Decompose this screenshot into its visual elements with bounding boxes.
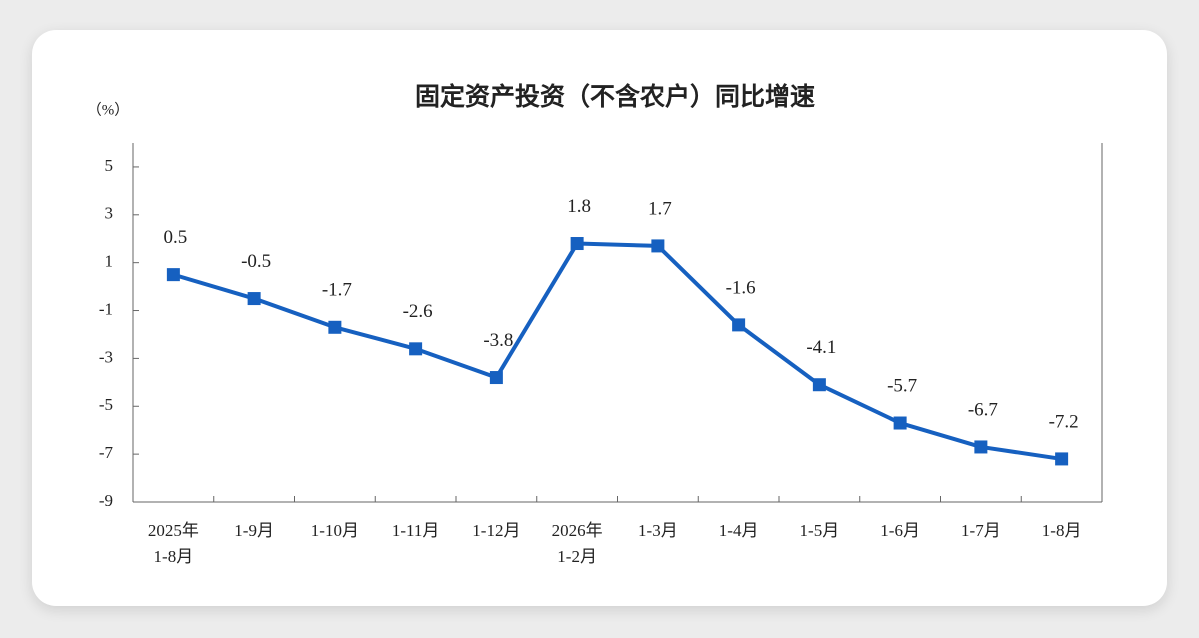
x-tick-label: 1-6月 — [880, 521, 920, 540]
data-label: 1.8 — [567, 196, 591, 217]
y-tick-label: -1 — [99, 299, 113, 318]
data-label: -4.1 — [806, 337, 836, 358]
marker — [409, 342, 423, 356]
x-tick-label-line: 2025年 — [148, 521, 199, 540]
x-tick-label-line: 2026年 — [552, 521, 603, 540]
x-tick-label-line: 1-2月 — [557, 547, 597, 566]
marker — [974, 440, 988, 454]
data-label: -6.7 — [968, 399, 998, 420]
x-tick-label: 1-4月 — [719, 521, 759, 540]
x-tick-label: 1-3月 — [638, 521, 678, 540]
data-label: -1.6 — [726, 277, 756, 298]
y-tick-label: -9 — [99, 491, 113, 510]
y-tick-label: 3 — [105, 204, 114, 223]
y-tick-label: 5 — [105, 156, 114, 175]
x-tick-label-line: 1-8月 — [154, 547, 194, 566]
marker — [489, 371, 503, 385]
data-label: -3.8 — [483, 330, 513, 351]
x-tick-label: 1-8月 — [1042, 521, 1082, 540]
x-tick-label: 1-12月 — [472, 521, 520, 540]
y-tick-label: -7 — [99, 443, 114, 462]
x-tick-label: 1-9月 — [234, 521, 274, 540]
card — [32, 30, 1167, 606]
marker — [166, 268, 180, 282]
x-tick-label: 1-10月 — [311, 521, 359, 540]
data-label: -5.7 — [887, 375, 917, 396]
x-tick-label: 1-7月 — [961, 521, 1001, 540]
x-tick-label: 1-11月 — [392, 521, 440, 540]
y-tick-label: -5 — [99, 395, 113, 414]
marker — [732, 318, 746, 332]
data-label: -2.6 — [403, 301, 433, 322]
marker — [328, 320, 342, 334]
marker — [893, 416, 907, 430]
data-label: -1.7 — [322, 280, 352, 301]
marker — [1055, 452, 1069, 466]
marker — [570, 237, 584, 251]
x-tick-label: 2025年 1-8月 — [148, 521, 199, 566]
chart-title: 固定资产投资（不含农户）同比增速 — [415, 82, 815, 111]
data-label: -0.5 — [241, 251, 271, 272]
line — [172, 241, 1062, 461]
x-tick-label: 2026年 1-2月 — [552, 521, 603, 566]
y-tick-label: 1 — [105, 252, 114, 271]
marker — [247, 292, 261, 306]
data-label: -7.2 — [1049, 411, 1079, 432]
marker — [812, 378, 826, 392]
data-label: 0.5 — [164, 227, 188, 248]
data-label: 1.7 — [648, 198, 672, 219]
y-tick-label: -3 — [99, 347, 113, 366]
marker — [651, 239, 665, 253]
x-tick-label: 1-5月 — [800, 521, 840, 540]
y-axis-label: （%） — [87, 101, 130, 118]
